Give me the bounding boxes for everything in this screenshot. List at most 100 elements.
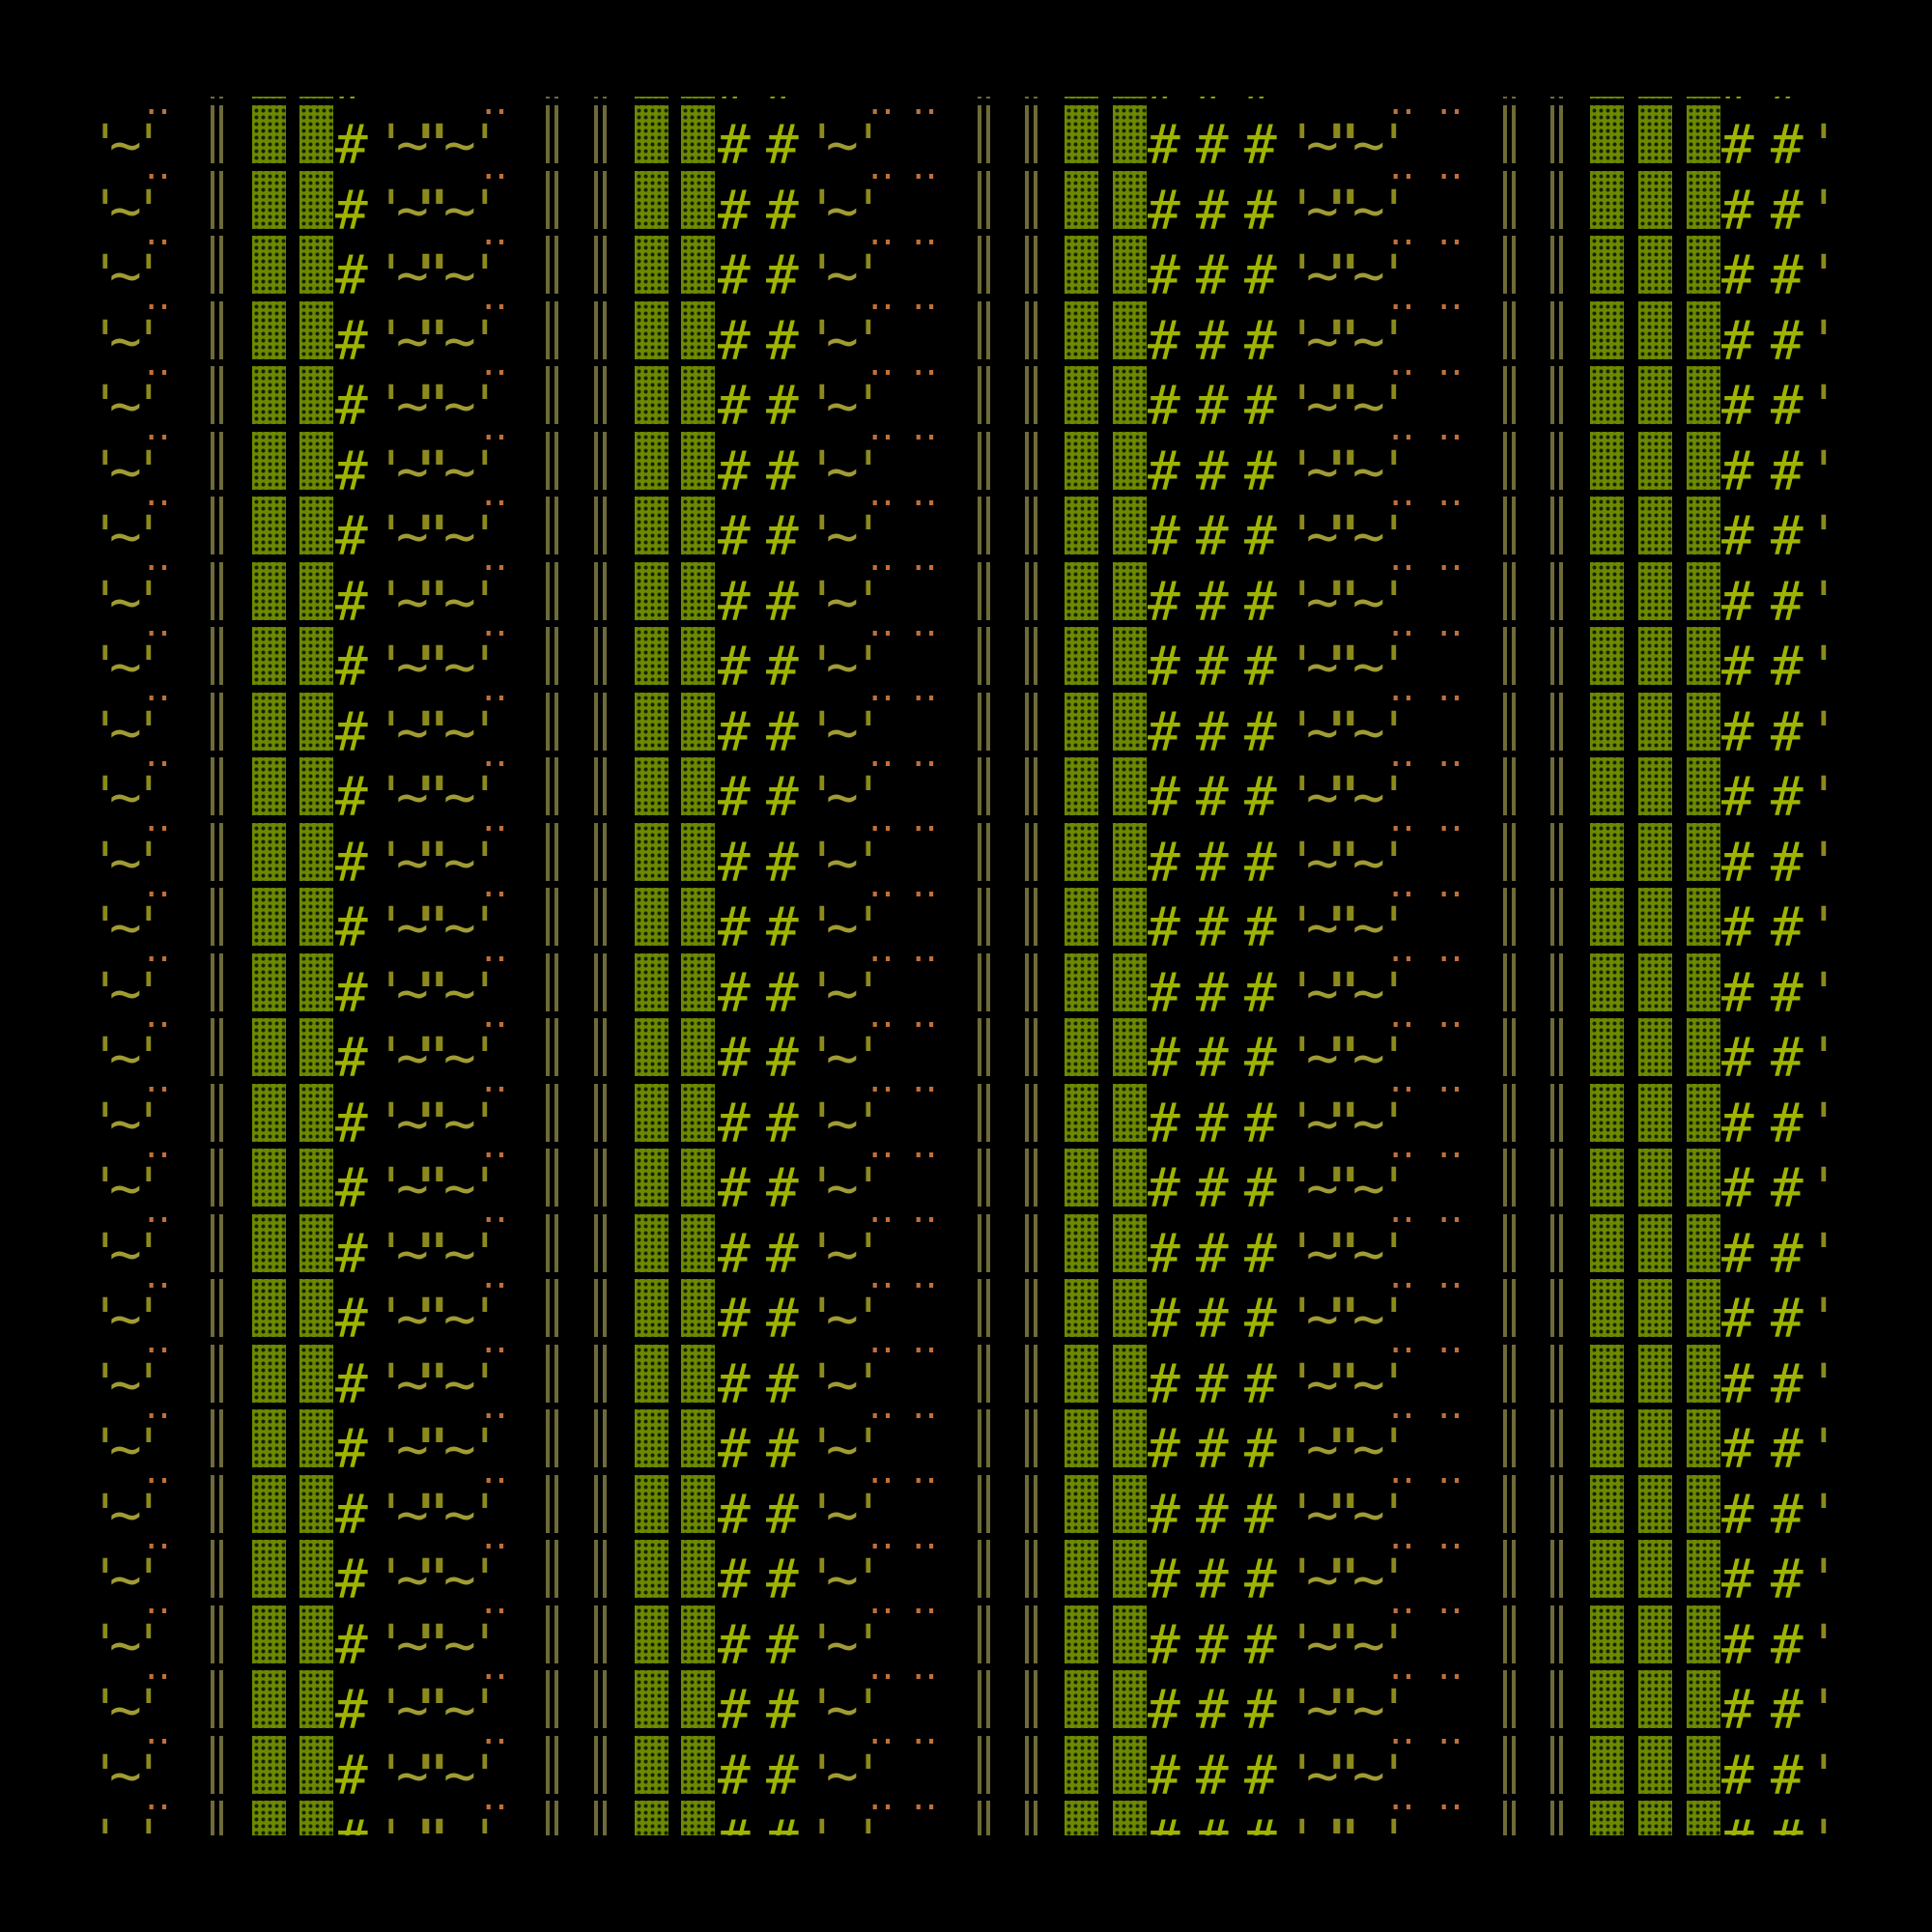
quote-glyph: ' (132, 1679, 165, 1742)
quote-glyph: ' (1378, 1679, 1410, 1742)
shade-block-glyph: ▓ (1113, 236, 1147, 294)
quote-glyph: ' (97, 1484, 122, 1547)
hash-glyph: # (1771, 700, 1807, 764)
quote-glyph: ' (132, 1222, 165, 1286)
hash-glyph: # (1244, 1352, 1286, 1416)
ascii-row: '~'‥║▓▓#'~"~'‥║║▓▓##'~'‥‥║║▓▓###'~"~'‥‥║… (97, 1735, 1835, 1819)
dots-glyph: ‥ (1389, 991, 1437, 1037)
quote-glyph: ' (806, 1288, 838, 1350)
shade-block-glyph: ▓ (1638, 105, 1672, 163)
shade-block-glyph: ▓ (1638, 1540, 1672, 1598)
dots-glyph: ‥ (868, 1318, 912, 1362)
shade-block-glyph: ▓ (1590, 1213, 1624, 1272)
shade-block-glyph: ▓ (635, 431, 668, 490)
dots-glyph: ‥ (912, 144, 978, 188)
double-bar-glyph: ║ (211, 431, 223, 490)
double-bar-glyph: ║ (1025, 97, 1037, 99)
shade-block-glyph: ▓ (1638, 692, 1672, 751)
tilde-glyph: ~ (826, 636, 859, 698)
tilde-glyph: ~ (109, 896, 142, 959)
hash-glyph: # (1196, 636, 1244, 698)
dots-glyph: ‥ (912, 1122, 978, 1167)
double-bar-glyph: ║ (1550, 300, 1563, 359)
shade-block-glyph: ▓ (252, 1605, 286, 1663)
quote-glyph: ' (132, 1157, 165, 1220)
shade-block-glyph: ▓ (1113, 1540, 1147, 1598)
ascii-row: '~'‥║▓▓#'~"~'‥║║▓▓##'~'‥‥║║▓▓###'~"~'‥‥║… (97, 300, 1835, 384)
dots-glyph: ‥ (912, 666, 978, 710)
double-bar-glyph: ║ (594, 1149, 607, 1207)
dots-glyph: ‥ (145, 1448, 211, 1492)
double-bar-glyph: ║ (1550, 757, 1563, 815)
shade-block-glyph: ▓ (635, 1279, 668, 1337)
shade-block-glyph: ▓ (252, 1540, 286, 1598)
double-bar-glyph: ║ (1503, 1409, 1516, 1467)
shade-block-glyph: ▓ (252, 1344, 286, 1403)
dots-glyph: ‥ (482, 1122, 546, 1167)
shade-block-glyph: ▓ (1113, 822, 1147, 881)
tilde-glyph: ~ (443, 636, 476, 698)
double-bar-glyph: ║ (546, 888, 558, 946)
tilde-glyph: ~ (443, 244, 476, 307)
hash-glyph: # (335, 570, 375, 634)
shade-block-glyph: ▓ (1065, 497, 1098, 554)
tilde-glyph: ~ (826, 114, 859, 177)
tilde-glyph: ~ (826, 1613, 859, 1677)
double-bar-glyph: ║ (211, 692, 223, 751)
quote-glyph: ' (132, 1613, 165, 1677)
shade-block-glyph: ▓ (1687, 822, 1720, 881)
quote-glyph: ' (97, 1548, 122, 1611)
double-bar-glyph: ║ (546, 366, 558, 424)
shade-block-glyph: ▓ (252, 1213, 286, 1272)
hash-glyph: # (1771, 1418, 1807, 1481)
double-bar-glyph: ║ (211, 1018, 223, 1076)
shade-block-glyph: ▓ (252, 170, 286, 229)
hash-glyph: # (1148, 1027, 1196, 1090)
double-bar-glyph: ║ (1503, 822, 1516, 881)
tilde-glyph: ~ (109, 1613, 142, 1677)
double-bar-glyph: ║ (978, 561, 990, 620)
quote-glyph: ' (375, 961, 408, 1025)
tilde-glyph: ~ (396, 831, 429, 895)
double-bar-glyph: ║ (594, 1344, 607, 1403)
dots-glyph: ‥ (1389, 796, 1437, 840)
double-bar-glyph: ║ (1025, 366, 1037, 424)
ascii-row: '~'‥║▓▓#'~"~'‥║║▓▓##'~'‥‥║║▓▓###'~"~'‥‥║… (97, 888, 1835, 971)
dots-glyph: ‥ (1437, 1122, 1503, 1167)
tilde-glyph: ~ (1306, 179, 1339, 242)
dots-glyph: ‥ (482, 469, 546, 515)
hash-glyph: # (335, 1352, 375, 1416)
shade-block-glyph: ▓ (1638, 366, 1672, 424)
shade-block-glyph: ▓ (681, 1540, 715, 1598)
tilde-glyph: ~ (109, 1288, 142, 1350)
quote-glyph: ' (375, 309, 408, 373)
shade-block-glyph: ▓ (1687, 1474, 1720, 1533)
tilde-glyph: ~ (1352, 1744, 1385, 1807)
quote-glyph: ' (375, 440, 408, 503)
double-bar-glyph: ║ (211, 236, 223, 294)
hash-glyph: # (335, 1222, 375, 1286)
double-bar-glyph: ║ (546, 561, 558, 620)
double-bar-glyph: ║ (1025, 1018, 1037, 1076)
hash-glyph: # (1148, 1222, 1196, 1286)
hash-glyph: # (1148, 1418, 1196, 1481)
quote-glyph: ' (1286, 1679, 1319, 1742)
double-bar-glyph: ║ (1025, 561, 1037, 620)
ascii-row: '~'‥║▓▓#'~"~'‥║║▓▓##'~'‥‥║║▓▓###'~"~'‥‥║… (97, 1213, 1835, 1297)
hash-glyph: # (335, 114, 375, 177)
tilde-glyph: ~ (443, 570, 476, 634)
tilde-glyph: ~ (443, 1809, 476, 1836)
shade-block-glyph: ▓ (1638, 888, 1672, 946)
shade-block-glyph: ▓ (1687, 366, 1720, 424)
quote-glyph: ' (469, 1483, 501, 1547)
quote-glyph: ' (1286, 1418, 1319, 1481)
hash-glyph: # (718, 1483, 766, 1547)
quote-glyph: ' (1378, 97, 1410, 112)
dots-glyph: ‥ (868, 1382, 912, 1428)
dots-glyph: ‥ (912, 926, 978, 971)
tilde-glyph: ~ (1306, 1744, 1339, 1807)
shade-block-glyph: ▓ (681, 497, 715, 554)
tilde-glyph: ~ (1306, 309, 1339, 373)
quote-glyph: ' (1378, 114, 1410, 177)
tilde-glyph: ~ (1352, 831, 1385, 895)
